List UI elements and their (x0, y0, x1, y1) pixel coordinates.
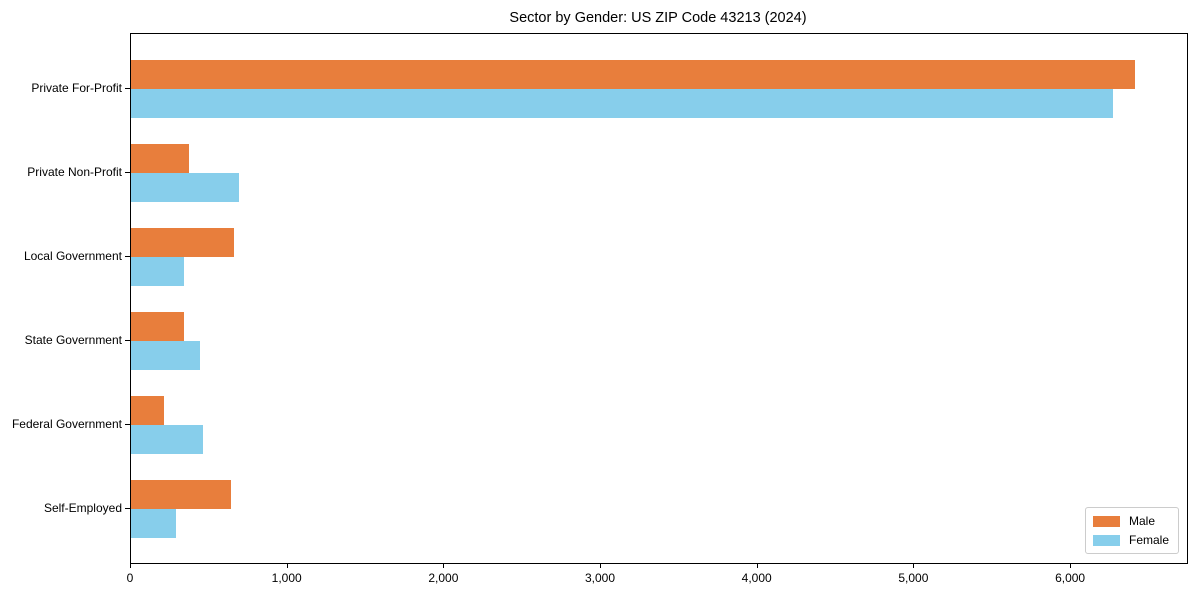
legend-label-male: Male (1128, 514, 1155, 528)
x-tick-label-6-000: 6,000 (1055, 571, 1086, 585)
bar-male-private-for-profit (131, 60, 1136, 89)
x-tick-mark (443, 563, 445, 568)
x-tick-label-5-000: 5,000 (898, 571, 929, 585)
bar-female-private-for-profit (131, 89, 1114, 118)
x-tick-mark (130, 563, 131, 568)
y-tick-mark (125, 508, 130, 509)
x-tick-label-2-000: 2,000 (428, 571, 459, 585)
x-tick-mark (1070, 563, 1072, 568)
legend-item-male: Male (1092, 514, 1169, 528)
y-tick-label-self-employed: Self-Employed (43, 501, 122, 515)
x-tick-mark (756, 563, 758, 568)
bar-female-self-employed (131, 509, 177, 538)
x-tick-mark (600, 563, 601, 568)
x-tick-label-1-000: 1,000 (271, 571, 302, 585)
x-tick-mark (286, 563, 288, 568)
bar-male-private-non-profit (131, 144, 189, 173)
legend-item-female: Female (1092, 533, 1169, 547)
y-tick-label-private-non-profit: Private Non-Profit (27, 165, 122, 179)
y-tick-mark (125, 340, 130, 341)
bar-male-self-employed (131, 480, 232, 509)
bar-female-state-government (131, 341, 200, 370)
legend-swatch-male (1092, 515, 1120, 527)
chart-title: Sector by Gender: US ZIP Code 43213 (202… (509, 10, 807, 26)
y-tick-mark (125, 256, 130, 257)
bar-female-federal-government (131, 425, 204, 454)
y-tick-label-federal-government: Federal Government (11, 417, 122, 431)
bar-female-local-government (131, 257, 184, 286)
bar-male-federal-government (131, 396, 164, 425)
y-tick-mark (125, 172, 130, 173)
y-tick-label-state-government: State Government (24, 333, 122, 347)
legend-label-female: Female (1128, 533, 1169, 547)
plot-area: Male Female (130, 33, 1188, 564)
x-tick-label-4-000: 4,000 (741, 571, 772, 585)
x-tick-mark (913, 563, 915, 568)
legend: Male Female (1084, 507, 1179, 554)
bar-male-local-government (131, 228, 234, 257)
y-tick-label-private-for-profit: Private For-Profit (31, 81, 122, 95)
y-tick-mark (125, 88, 130, 89)
bar-male-state-government (131, 312, 184, 341)
y-tick-mark (125, 424, 130, 425)
legend-swatch-female (1092, 534, 1120, 546)
x-tick-label-0: 0 (126, 571, 134, 585)
x-tick-label-3-000: 3,000 (584, 571, 616, 585)
y-tick-label-local-government: Local Government (23, 249, 122, 263)
bar-female-private-non-profit (131, 173, 240, 202)
